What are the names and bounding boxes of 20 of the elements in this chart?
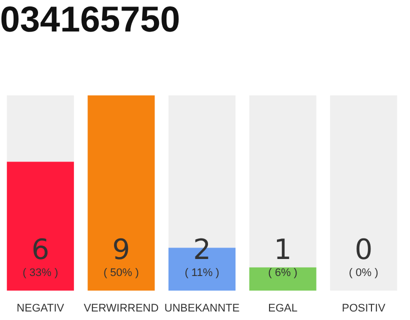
annotation: 9 (112, 232, 130, 266)
bar (249, 95, 316, 268)
bar (6, 162, 74, 291)
bar (88, 95, 155, 291)
annotation: 6 (31, 232, 50, 266)
chart-title: 034165750 (0, 0, 180, 40)
x-tick-label: POSITIV (342, 302, 386, 314)
x-tick-label: EGAL (268, 302, 298, 314)
bar (249, 267, 316, 291)
bar (6, 95, 74, 162)
x-tick-label: NEGATIV (16, 302, 65, 314)
annotation: ( 11% ) (184, 266, 220, 279)
x-tick-label: UNBEKANNTE (164, 302, 240, 314)
annotation: ( 0% ) (348, 266, 378, 279)
annotation: ( 6% ) (268, 266, 298, 279)
annotation: 1 (274, 232, 292, 266)
annotation: 0 (354, 232, 373, 266)
annotation: ( 33% ) (22, 266, 58, 279)
x-tick-label: VERWIRREND (84, 302, 159, 314)
annotation: ( 50% ) (103, 266, 139, 279)
